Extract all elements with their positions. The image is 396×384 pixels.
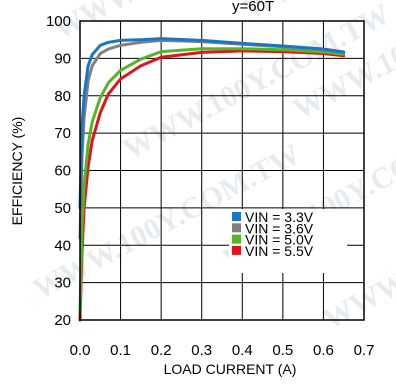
y-tick-label: 30 [54,275,71,292]
y-tick-label: 60 [54,163,71,180]
y-tick-label: 20 [54,312,71,329]
x-tick-labels: 0.0 0.1 0.2 0.3 0.4 0.5 0.6 0.7 [70,342,375,359]
legend-swatch [232,223,241,233]
y-tick-label: 40 [54,237,71,254]
plot-frame [79,20,365,321]
x-axis-title: LOAD CURRENT (A) [164,361,297,377]
chart-title-fragment: y=60T [232,0,274,15]
legend-label: VIN = 5.5V [245,243,314,259]
y-tick-labels: 20 30 40 50 60 70 80 90 100 [46,13,71,329]
y-tick-label: 50 [54,200,71,217]
legend-label: VIN = 3.3V [245,209,314,225]
legend-background [229,209,347,273]
x-tick-label: 0.7 [354,342,375,359]
series-line [78,47,346,314]
series-line [78,49,346,322]
y-tick-label: 70 [54,125,71,142]
legend-label: VIN = 5.0V [245,232,314,248]
x-tick-label: 0.1 [110,342,131,359]
x-tick-label: 0.5 [272,342,293,359]
x-tick-label: 0.0 [70,342,91,359]
x-tick-label: 0.4 [232,342,253,359]
y-tick-label: 100 [46,13,71,30]
x-tick-label: 0.6 [313,342,334,359]
y-tick-label: 90 [54,50,71,67]
series-layer [78,37,346,322]
series-line [78,37,346,210]
x-tick-label: 0.2 [151,342,172,359]
legend-swatch [232,245,241,255]
x-tick-label: 0.3 [191,342,212,359]
y-tick-label: 80 [54,88,71,105]
legend-swatch [232,234,241,244]
legend-swatch [232,212,241,221]
legend-label: VIN = 3.6V [245,220,314,236]
y-axis-title: EFFICIENCY (%) [9,117,25,226]
